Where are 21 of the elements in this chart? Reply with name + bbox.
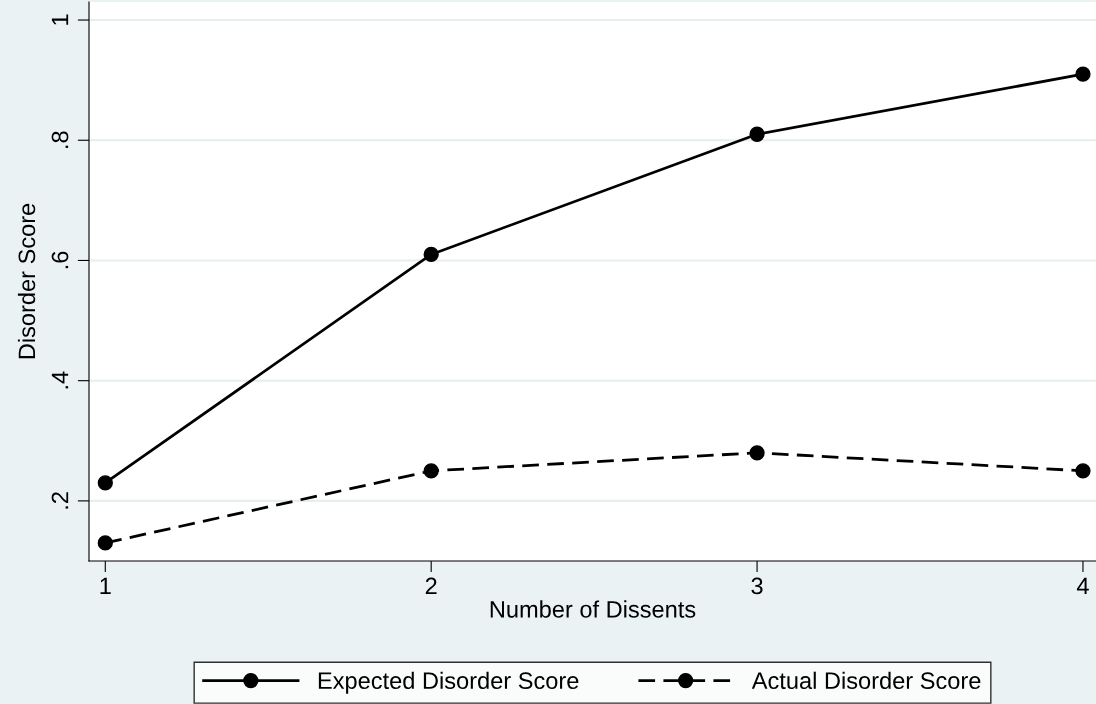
y-tick-label: 1 (51, 14, 69, 25)
legend-label: Actual Disorder Score (751, 671, 981, 690)
x-axis-title: Number of Dissents (490, 600, 696, 618)
x-tick-label: 4 (1076, 577, 1089, 595)
y-tick-label: .8 (51, 131, 69, 148)
x-tick-label: 2 (425, 577, 437, 595)
y-tick-label: .4 (51, 371, 69, 389)
y-tick-label: .6 (51, 251, 69, 269)
point (97, 475, 113, 491)
x-tick-label: 3 (751, 577, 763, 595)
point (423, 463, 439, 479)
y-tick-label: .2 (51, 492, 69, 509)
point (1075, 463, 1091, 479)
point (749, 445, 765, 461)
point (749, 126, 765, 142)
x-tick-label: 1 (100, 577, 111, 595)
y-axis-title: Disorder Score (17, 203, 36, 359)
point (1075, 66, 1091, 82)
point (423, 246, 439, 263)
legend-label: Expected Disorder Score (318, 671, 579, 694)
point (97, 535, 113, 551)
